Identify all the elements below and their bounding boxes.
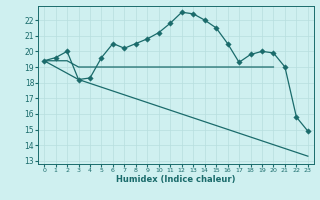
X-axis label: Humidex (Indice chaleur): Humidex (Indice chaleur) — [116, 175, 236, 184]
